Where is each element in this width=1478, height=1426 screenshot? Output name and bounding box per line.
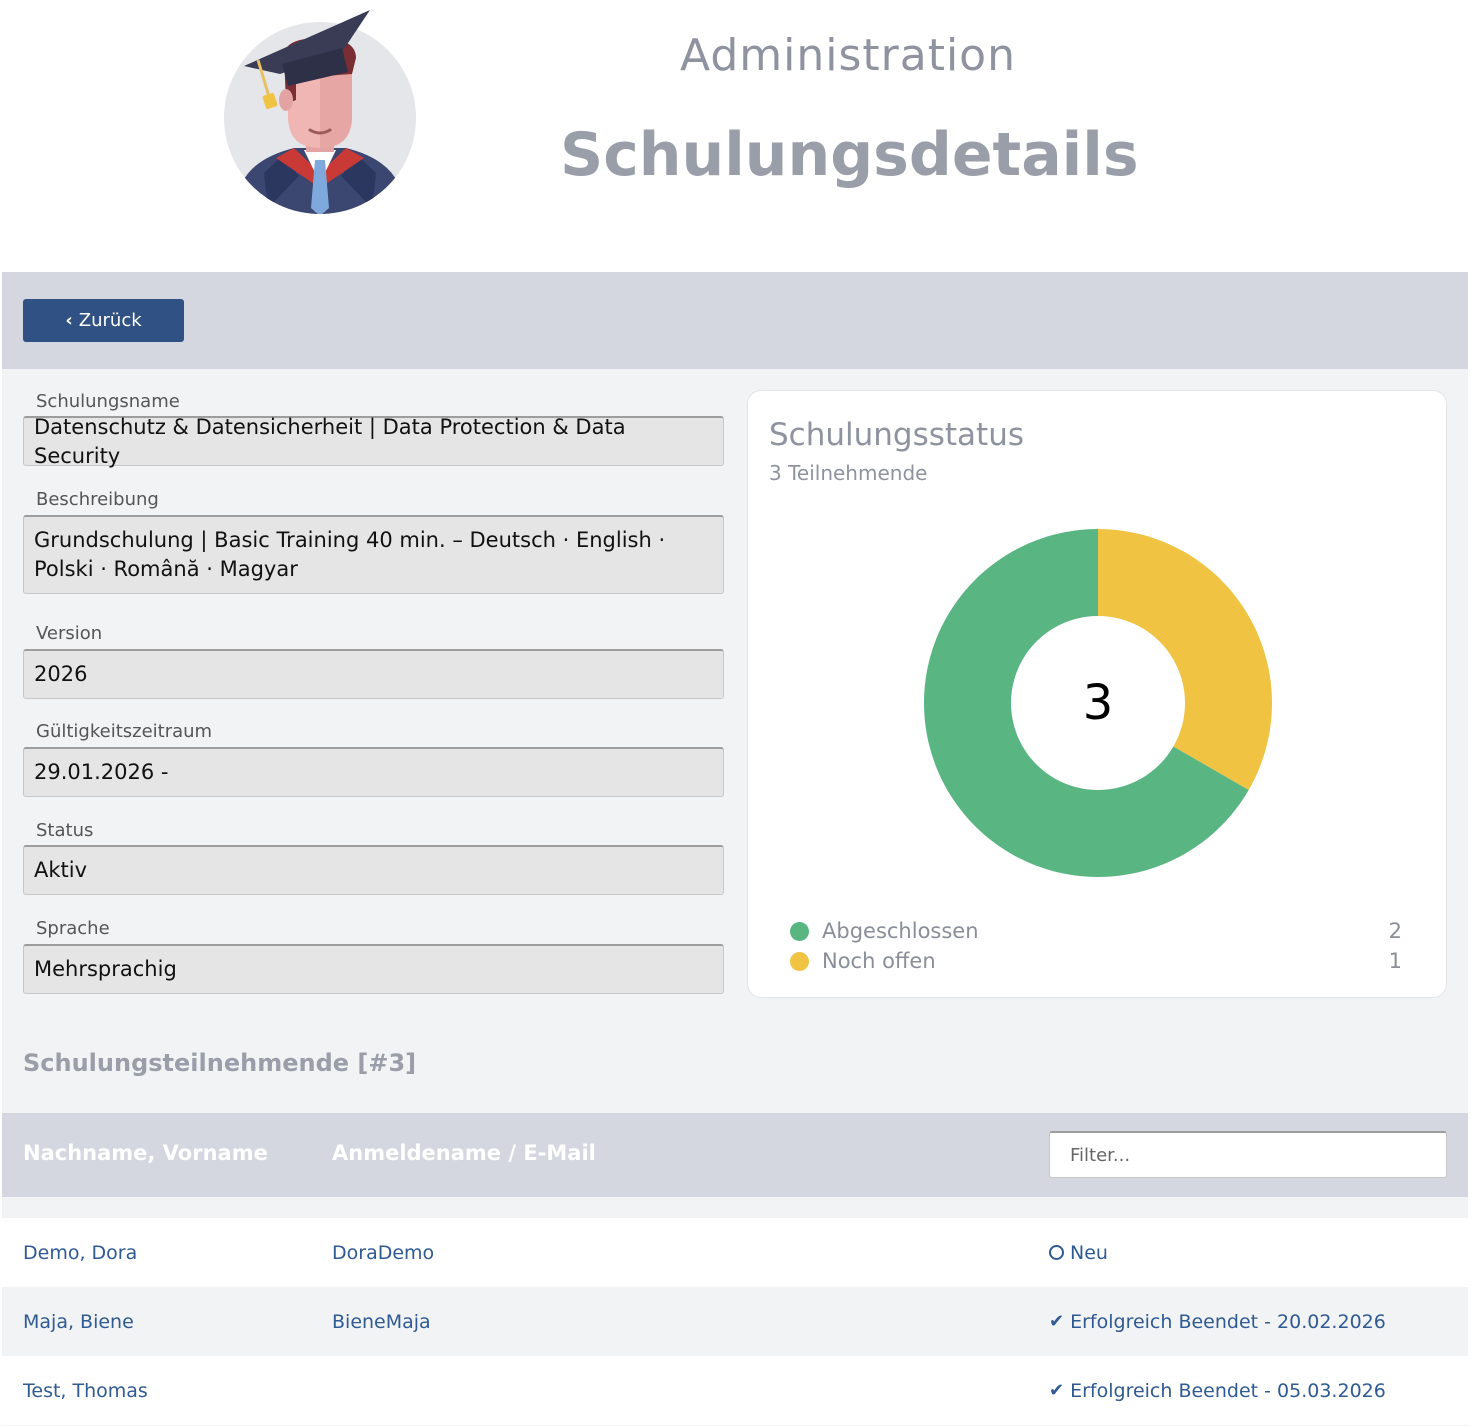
- legend-item-open[interactable]: Noch offen 1: [790, 947, 1402, 975]
- description-label: Beschreibung: [36, 489, 159, 510]
- main-content: Schulungsname Datenschutz & Datensicherh…: [2, 369, 1468, 1426]
- table-row[interactable]: Maja, Biene BieneMaja ✔ Erfolgreich Been…: [2, 1287, 1468, 1356]
- legend-item-completed[interactable]: Abgeschlossen 2: [790, 917, 1402, 945]
- name-label: Schulungsname: [36, 391, 180, 412]
- language-label: Sprache: [36, 918, 110, 939]
- header-subtitle: Administration: [680, 30, 1016, 81]
- status-card-subtitle: 3 Teilnehmende: [769, 461, 928, 485]
- legend-dot: [790, 921, 809, 941]
- participant-status-text: Neu: [1070, 1241, 1108, 1264]
- validity-field[interactable]: 29.01.2026 -: [23, 747, 724, 797]
- language-field[interactable]: Mehrsprachig: [23, 944, 724, 994]
- participant-status-text: Erfolgreich Beendet - 20.02.2026: [1070, 1310, 1386, 1333]
- version-field[interactable]: 2026: [23, 649, 724, 699]
- participant-status: ✔ Erfolgreich Beendet - 20.02.2026: [1049, 1287, 1386, 1356]
- status-donut-chart: 3: [924, 529, 1272, 877]
- status-field[interactable]: Aktiv: [23, 845, 724, 895]
- filter-input[interactable]: [1049, 1131, 1447, 1178]
- participant-status: ✔ Erfolgreich Beendet - 05.03.2026: [1049, 1356, 1386, 1425]
- participant-status-text: Erfolgreich Beendet - 05.03.2026: [1070, 1379, 1386, 1402]
- participant-name-link[interactable]: Demo, Dora: [23, 1241, 138, 1264]
- back-button[interactable]: ‹ Zurück: [23, 299, 184, 342]
- participant-name-link[interactable]: Maja, Biene: [23, 1310, 134, 1333]
- participants-table-header: Nachname, Vorname Anmeldename / E-Mail: [2, 1113, 1468, 1197]
- participants-title: Schulungsteilnehmende [#3]: [23, 1049, 417, 1077]
- status-label: Status: [36, 820, 94, 841]
- legend-value: 1: [1388, 949, 1402, 973]
- legend-label: Abgeschlossen: [822, 919, 979, 943]
- name-field[interactable]: Datenschutz & Datensicherheit | Data Pro…: [23, 415, 724, 468]
- description-field[interactable]: Grundschulung | Basic Training 40 min. –…: [23, 515, 724, 594]
- graduate-avatar-icon: [224, 10, 416, 214]
- check-icon: ✔: [1049, 1311, 1065, 1332]
- donut-center-value: 3: [1083, 675, 1114, 731]
- toolbar: ‹ Zurück: [2, 272, 1468, 369]
- participant-status: Neu: [1049, 1218, 1108, 1287]
- legend-dot: [790, 951, 809, 971]
- circle-outline-icon: [1049, 1245, 1064, 1260]
- status-card-title: Schulungsstatus: [769, 417, 1025, 453]
- page-title: Schulungsdetails: [560, 120, 1139, 190]
- participant-login: BieneMaja: [332, 1310, 431, 1333]
- status-card: Schulungsstatus 3 Teilnehmende 3 Abgesch…: [747, 390, 1447, 998]
- validity-label: Gültigkeitszeitraum: [36, 721, 213, 742]
- column-header-login[interactable]: Anmeldename / E-Mail: [332, 1141, 596, 1165]
- legend-label: Noch offen: [822, 949, 936, 973]
- participant-name-link[interactable]: Test, Thomas: [23, 1379, 148, 1402]
- table-row[interactable]: Test, Thomas ✔ Erfolgreich Beendet - 05.…: [2, 1356, 1468, 1425]
- donut-slice-noch-offen[interactable]: [1098, 529, 1272, 790]
- check-icon: ✔: [1049, 1380, 1065, 1401]
- version-label: Version: [36, 623, 103, 644]
- back-button-label: Zurück: [78, 310, 142, 331]
- donut-slice-abgeschlossen[interactable]: [924, 529, 1249, 877]
- legend-value: 2: [1388, 919, 1402, 943]
- column-header-name[interactable]: Nachname, Vorname: [23, 1141, 268, 1165]
- page-header: Administration Schulungsdetails: [0, 0, 1478, 272]
- participant-login: DoraDemo: [332, 1241, 435, 1264]
- chevron-left-icon: ‹: [65, 310, 73, 331]
- table-row[interactable]: Demo, Dora DoraDemo Neu: [2, 1218, 1468, 1287]
